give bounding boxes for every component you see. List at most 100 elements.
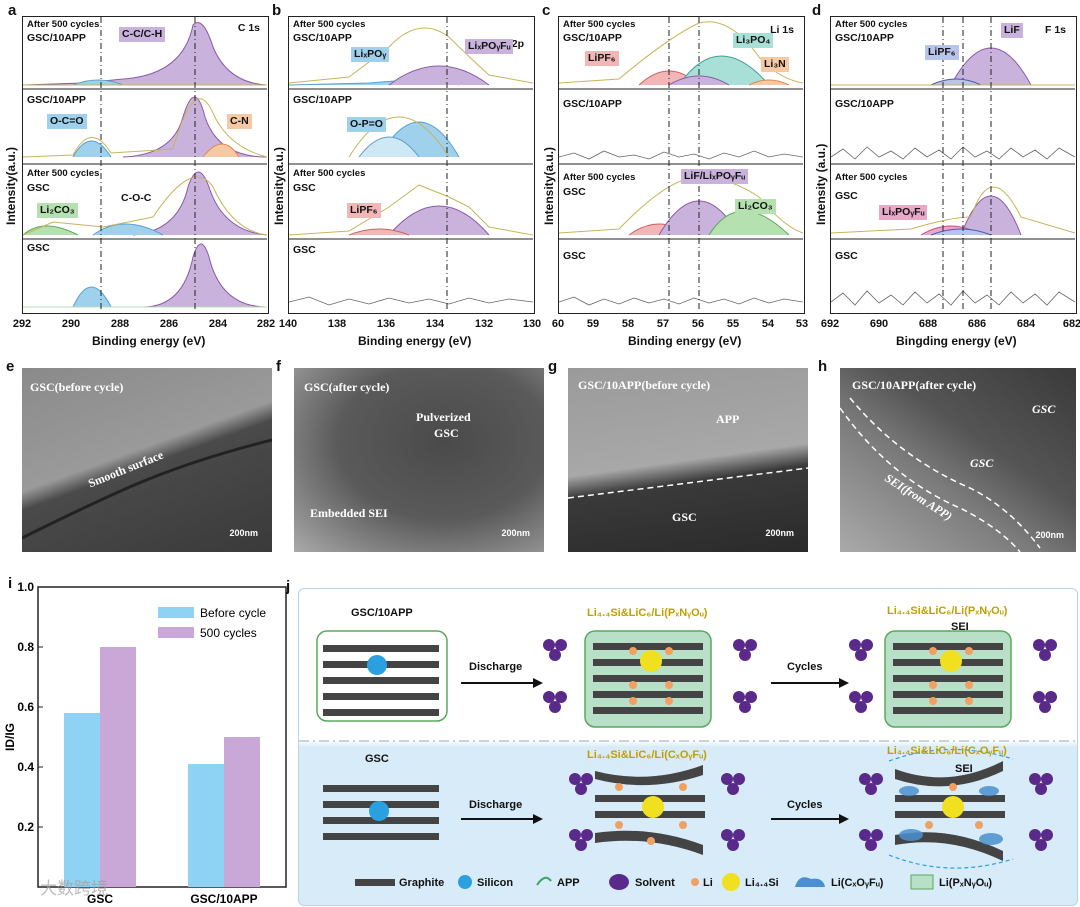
row-label-1b: GSC/10APP <box>293 32 352 44</box>
x-tick: 53 <box>795 318 809 330</box>
bar-500-cycles <box>224 737 260 887</box>
tem-annotation: APP <box>716 412 740 426</box>
mechanism-schematic <box>299 630 1077 891</box>
row-label-4: GSC <box>835 250 858 262</box>
xps-spectra <box>558 17 804 312</box>
x-tick: 134 <box>425 318 445 330</box>
x-tick: 692 <box>820 318 840 330</box>
panel-letter: i <box>8 575 13 592</box>
peak-tag-li2co3: Li₂CO₃ <box>735 199 776 214</box>
bar-chart: 0.2 0.4 0.6 0.8 1.0 ID/IG GSC GSC/10APP Before c… <box>3 580 287 906</box>
peak-tag-li3po4: Li₃PO₄ <box>733 33 774 48</box>
tem-annotation: Embedded SEI <box>310 506 388 520</box>
panel-j: GSC/10APP GSC Discharge Cycles Discharge… <box>298 588 1078 906</box>
panel-letter-e: e <box>6 358 15 375</box>
legend-lipno: Li(PₓNᵧOᵤ) <box>939 877 993 889</box>
xps-spectra <box>22 17 268 312</box>
peak-tag-cc: C-C/C-H <box>119 27 166 42</box>
x-tick: 684 <box>1016 318 1036 330</box>
row-label-4: GSC <box>293 244 316 256</box>
plot-frame: C 1s After 500 cycles GSC/10APP GSC/10AP… <box>22 16 269 314</box>
panel-letter-f: f <box>276 358 281 375</box>
tem-annotation: GSC <box>970 456 994 470</box>
x-tick: 682 <box>1062 318 1080 330</box>
y-tick-label: 0.6 <box>17 700 34 714</box>
peak-tag-lif-lipof: LiF/LiₓPOᵧFᵤ <box>681 169 749 184</box>
row-label-1b: GSC/10APP <box>835 32 894 44</box>
discharge-label: Discharge <box>469 799 523 811</box>
discharge-label: Discharge <box>469 661 523 673</box>
sei-label: SEI <box>955 763 973 775</box>
tem-annotation: GSC <box>672 510 697 524</box>
row-label-1a: After 500 cycles <box>563 19 636 30</box>
bar-before-cycle <box>64 713 100 887</box>
tem-image-h: GSC/10APP(after cycle) GSC GSC SEI(from … <box>840 368 1076 552</box>
legend-silicon: Silicon <box>477 877 514 889</box>
x-axis-title: Bingding energy (eV) <box>896 334 1017 348</box>
x-tick: 54 <box>761 318 775 330</box>
bar-before-cycle <box>188 764 224 887</box>
x-tick: 286 <box>159 318 179 330</box>
legend-label: 500 cycles <box>200 626 257 640</box>
row-label-2: GSC/10APP <box>563 98 622 110</box>
legend-swatch <box>158 607 194 618</box>
y-tick-label: 0.2 <box>17 820 34 834</box>
panel-d: d Intensity (a.u.) F 1s After 500 cycles… <box>810 0 1080 350</box>
x-axis-title: Binding energy (eV) <box>628 334 742 348</box>
row-label-2: GSC/10APP <box>293 94 352 106</box>
tem-title: GSC/10APP(after cycle) <box>852 378 977 392</box>
formula-bottom: Li₄.₄Si&LiC₆/Li(CₓOᵧFᵤ) <box>587 749 707 761</box>
peak-tag-coc: C-O-C <box>121 192 152 204</box>
tem-title: GSC(before cycle) <box>30 380 124 394</box>
y-tick-label: 1.0 <box>17 580 34 594</box>
panel-letter: a <box>8 2 17 19</box>
formula-bottom: Li₄.₄Si&LiC₆/Li(CₓOᵧFᵤ) <box>887 745 1007 757</box>
tem-image-g: GSC/10APP(before cycle) APP GSC 200nm <box>568 368 808 552</box>
tem-image-f: GSC(after cycle) Pulverized GSC Embedded… <box>294 368 544 552</box>
panel-i: i 0.2 0.4 0.6 0.8 1.0 ID/IG GSC GSC/10APP Before… <box>0 575 290 907</box>
peak-tag-lipf6: LiPF₆ <box>347 203 381 218</box>
scale-bar: 200nm <box>765 528 794 538</box>
legend-swatch <box>158 627 194 638</box>
watermark: 大数跨境 <box>40 879 108 899</box>
scale-bar: 200nm <box>1035 530 1064 540</box>
row-label-3a: After 500 cycles <box>835 172 908 183</box>
cycles-label: Cycles <box>787 799 823 811</box>
x-tick: 57 <box>656 318 670 330</box>
tem-title: GSC(after cycle) <box>304 380 390 394</box>
row-label-1b: GSC/10APP <box>563 32 622 44</box>
axis-title: C 1s <box>237 22 260 34</box>
peak-tag-li2co3: Li₂CO₃ <box>37 203 78 218</box>
x-tick: 140 <box>278 318 298 330</box>
legend-solvent: Solvent <box>635 877 675 889</box>
tem-annotation: Pulverized <box>416 410 471 424</box>
label-gsc10app: GSC/10APP <box>351 607 413 619</box>
row-label-1a: After 500 cycles <box>27 19 100 30</box>
row-label-1a: After 500 cycles <box>293 19 366 30</box>
tem-title: GSC/10APP(before cycle) <box>578 378 711 392</box>
scale-bar: 200nm <box>501 528 530 538</box>
xps-spectra <box>288 17 534 312</box>
bar-500-cycles <box>100 647 136 887</box>
plot-frame <box>37 586 287 888</box>
panel-b: b Intensity(a.u.) P 2p After 500 cycles … <box>270 0 541 350</box>
y-axis-title: Intensity(a.u.) <box>272 146 286 225</box>
peak-tag-lif: LiF <box>1001 23 1023 38</box>
x-tick: 59 <box>586 318 600 330</box>
row-label-3a: After 500 cycles <box>27 168 100 179</box>
row-label-2: GSC/10APP <box>835 98 894 110</box>
row-label-2: GSC/10APP <box>27 94 86 106</box>
xps-spectra <box>830 17 1076 312</box>
row-label-3a: After 500 cycles <box>563 172 636 183</box>
peak-tag-lipof: LiₓPOᵧFᵤ <box>879 205 928 220</box>
peak-tag-opo: O-P=O <box>347 117 386 132</box>
legend-label: Before cycle <box>200 606 266 620</box>
peak-tag-li3n: Li₃N <box>761 57 789 72</box>
label-gsc: GSC <box>365 753 389 765</box>
x-tick: 290 <box>61 318 81 330</box>
row-label-1a: After 500 cycles <box>835 19 908 30</box>
row-label-4: GSC <box>27 242 50 254</box>
y-tick-label: 0.8 <box>17 640 34 654</box>
panel-letter-j: j <box>286 578 291 595</box>
tem-annotation: GSC <box>1032 402 1056 416</box>
